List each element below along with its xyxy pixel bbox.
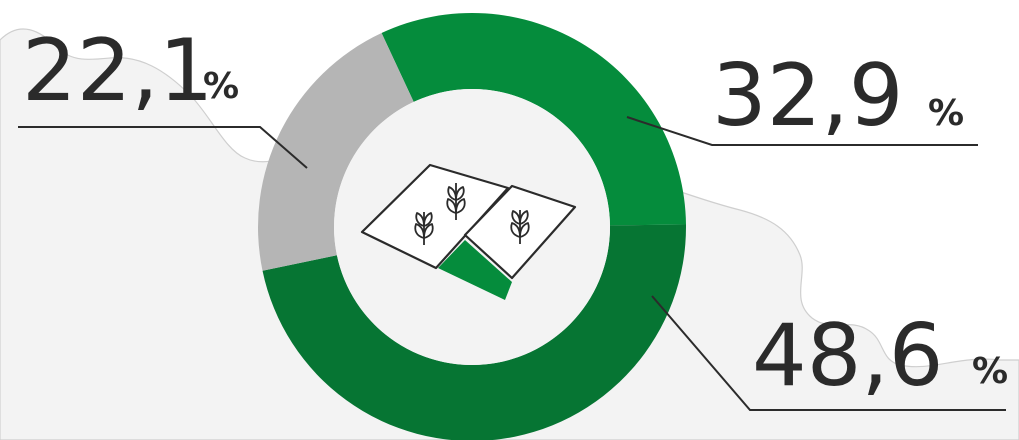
- wheat-icon: [510, 210, 530, 244]
- slice-unit-32-9: %: [928, 93, 964, 134]
- slice-unit-48-6: %: [972, 351, 1008, 392]
- donut-slice-32-9: [381, 12, 686, 226]
- slice-value-32-9: 32,9: [712, 46, 903, 146]
- slice-value-48-6: 48,6: [752, 306, 943, 406]
- slice-value-22-1: 22,1: [22, 21, 213, 121]
- field-left: [360, 163, 510, 270]
- donut-slice-48-6: [262, 224, 686, 440]
- slice-unit-22-1: %: [203, 66, 239, 107]
- donut-ring: [258, 12, 686, 440]
- wheat-icon: [414, 212, 434, 245]
- leader-line-48-6: [651, 295, 1006, 411]
- farm-fields-with-wheat-icon: [360, 163, 577, 300]
- leader-line-32-9: [626, 116, 978, 146]
- wheat-icon: [446, 183, 466, 220]
- field-green: [438, 240, 512, 300]
- donut-slice-22-1: [258, 33, 414, 271]
- leader-line-22-1: [18, 126, 308, 169]
